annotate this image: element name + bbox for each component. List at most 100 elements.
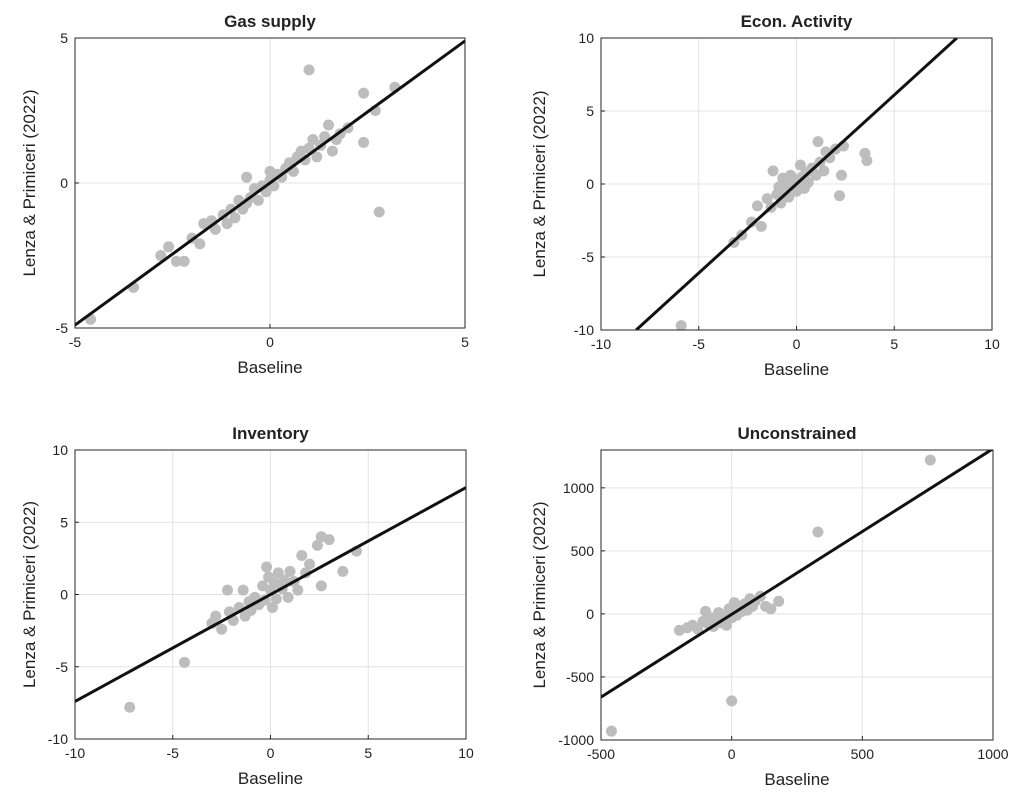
data-point bbox=[124, 701, 136, 713]
x-axis-label: Baseline bbox=[764, 360, 829, 379]
data-point bbox=[605, 725, 617, 737]
data-point bbox=[229, 212, 241, 224]
data-point bbox=[818, 165, 830, 177]
x-tick-label: -10 bbox=[65, 745, 85, 761]
fit-line bbox=[601, 450, 993, 699]
chart-title: Unconstrained bbox=[737, 424, 856, 443]
data-point bbox=[358, 87, 370, 99]
x-tick-label: 0 bbox=[266, 334, 274, 350]
data-point bbox=[303, 64, 315, 76]
data-point bbox=[319, 131, 331, 143]
data-point bbox=[296, 549, 308, 561]
y-tick-label: -10 bbox=[574, 322, 594, 338]
data-point bbox=[194, 238, 206, 250]
data-point bbox=[861, 155, 873, 167]
data-point bbox=[261, 561, 273, 573]
data-point bbox=[767, 165, 779, 177]
x-tick-label: -10 bbox=[591, 336, 611, 352]
data-point bbox=[834, 190, 846, 202]
x-tick-label: -5 bbox=[693, 336, 706, 352]
chart-title: Econ. Activity bbox=[741, 12, 853, 31]
data-point bbox=[278, 574, 290, 586]
data-point bbox=[802, 177, 814, 189]
x-tick-label: 0 bbox=[267, 745, 275, 761]
data-point bbox=[765, 603, 777, 615]
data-point bbox=[746, 216, 758, 228]
points-layer bbox=[675, 136, 873, 330]
data-point bbox=[178, 656, 190, 668]
data-point bbox=[812, 526, 824, 538]
x-tick-label: 5 bbox=[890, 336, 898, 352]
data-point bbox=[221, 584, 233, 596]
fit-line bbox=[75, 486, 466, 703]
data-point bbox=[812, 136, 824, 148]
data-point bbox=[155, 250, 167, 261]
data-point bbox=[358, 136, 370, 148]
data-point bbox=[276, 171, 288, 183]
panel-3: -10 -5 0 5 10 -10 -5 0 5 10 Inventory Baseline Lenza… bbox=[20, 424, 474, 788]
panel-4: -500 0 500 1000-1000-50005001000Unconstrain… bbox=[530, 424, 1009, 789]
y-tick-label: 10 bbox=[52, 442, 68, 458]
data-point bbox=[163, 241, 175, 253]
data-point bbox=[924, 454, 936, 466]
data-point bbox=[337, 565, 349, 577]
data-point bbox=[773, 595, 785, 607]
data-point bbox=[210, 610, 222, 622]
data-point bbox=[315, 580, 327, 592]
data-point bbox=[170, 255, 182, 267]
y-axis-label: Lenza & Primiceri (2022) bbox=[20, 501, 39, 688]
x-tick-label: 0 bbox=[793, 336, 801, 352]
data-point bbox=[178, 255, 190, 267]
x-tick-label: 1000 bbox=[977, 746, 1008, 762]
points-layer bbox=[605, 454, 936, 737]
data-point bbox=[326, 145, 338, 157]
x-tick-label: 10 bbox=[984, 336, 1000, 352]
data-point bbox=[761, 193, 773, 205]
x-tick-label: -5 bbox=[69, 334, 82, 350]
x-tick-label: 500 bbox=[851, 746, 875, 762]
y-tick-label: 0 bbox=[586, 176, 594, 192]
x-axis-label: Baseline bbox=[237, 358, 302, 377]
panel-1: -5 0 5 -5 0 5 Gas supply Baseline Lenza & Primic… bbox=[20, 12, 469, 377]
data-point bbox=[209, 223, 221, 235]
y-tick-label: 0 bbox=[60, 175, 68, 191]
panel-2: -10 -5 0 5 10 -10 -5 0 5 10 Econ. Activity Baseline… bbox=[530, 12, 1000, 379]
axes-box bbox=[600, 449, 994, 741]
data-point bbox=[216, 623, 228, 635]
data-point bbox=[373, 206, 385, 218]
data-point bbox=[794, 159, 806, 171]
y-tick-label: 0 bbox=[586, 606, 594, 622]
x-tick-label: 10 bbox=[458, 745, 474, 761]
fit-line bbox=[635, 38, 958, 330]
data-point bbox=[323, 534, 335, 546]
data-point bbox=[835, 169, 847, 181]
chart-title: Inventory bbox=[232, 424, 309, 443]
y-tick-label: -1000 bbox=[558, 732, 594, 748]
y-tick-label: -5 bbox=[56, 659, 69, 675]
data-point bbox=[221, 218, 233, 230]
y-tick-label: 0 bbox=[60, 587, 68, 603]
y-tick-label: 1000 bbox=[563, 480, 594, 496]
data-point bbox=[311, 151, 323, 163]
data-point bbox=[241, 171, 253, 183]
data-point bbox=[292, 584, 304, 596]
y-tick-label: 10 bbox=[578, 30, 594, 46]
y-tick-label: -10 bbox=[48, 731, 68, 747]
data-point bbox=[282, 591, 294, 603]
data-point bbox=[270, 593, 282, 605]
y-axis-label: Lenza & Primiceri (2022) bbox=[530, 90, 549, 277]
y-tick-label: 5 bbox=[586, 103, 594, 119]
y-tick-label: 500 bbox=[571, 543, 595, 559]
data-point bbox=[311, 539, 323, 551]
x-tick-label: -5 bbox=[167, 745, 180, 761]
x-tick-label: 0 bbox=[728, 746, 736, 762]
points-layer bbox=[124, 531, 363, 713]
data-point bbox=[237, 584, 249, 596]
chart-title: Gas supply bbox=[224, 12, 316, 31]
y-tick-label: -5 bbox=[56, 320, 69, 336]
x-tick-label: 5 bbox=[364, 745, 372, 761]
data-point bbox=[304, 558, 316, 570]
data-point bbox=[675, 320, 687, 330]
